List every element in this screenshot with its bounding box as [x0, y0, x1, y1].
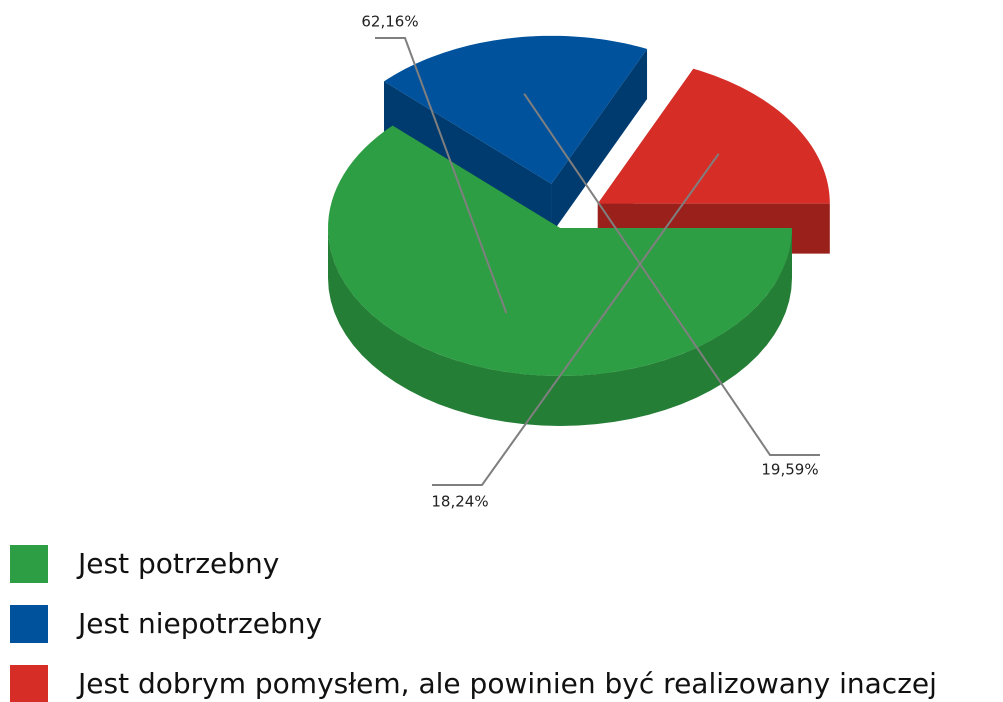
slice-wall — [551, 48, 648, 234]
slice — [328, 125, 792, 426]
data-label: 19,59% — [761, 461, 818, 479]
slice — [384, 35, 648, 234]
slice-top — [597, 68, 830, 204]
legend-swatch — [10, 605, 48, 643]
leader-line — [432, 153, 720, 486]
legend-swatch — [10, 665, 48, 702]
slice-side — [328, 228, 792, 426]
legend-label: Jest dobrym pomysłem, ale powinien być r… — [76, 667, 937, 700]
data-label: 18,24% — [431, 493, 488, 511]
data-label: 62,16% — [361, 13, 418, 31]
legend-label: Jest potrzebny — [76, 547, 279, 580]
legend-label: Jest niepotrzebny — [76, 607, 322, 640]
slice-top — [328, 125, 792, 376]
legend-swatch — [10, 545, 48, 583]
slice-top — [384, 35, 648, 184]
leader-line — [375, 37, 508, 314]
slice-wall — [384, 81, 552, 234]
leader-line — [523, 93, 820, 456]
